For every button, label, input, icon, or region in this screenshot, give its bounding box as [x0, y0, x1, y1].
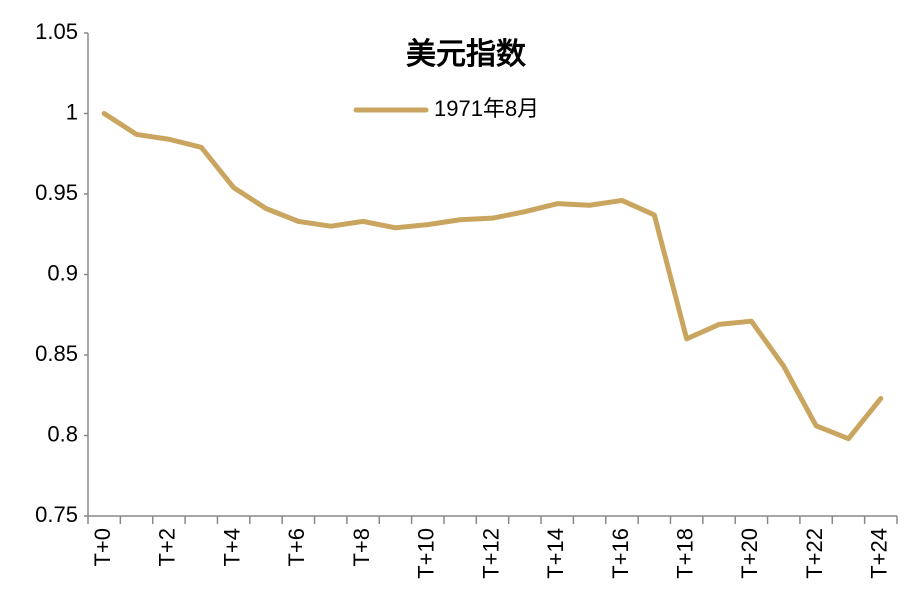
chart-title: 美元指数 [406, 37, 527, 71]
x-tick-label: T+10 [414, 528, 439, 579]
x-tick-label: T+16 [608, 528, 633, 579]
x-tick-label: T+4 [219, 528, 244, 567]
legend-label: 1971年8月 [434, 96, 539, 121]
x-tick-label: T+20 [737, 528, 762, 579]
x-tick-label: T+24 [867, 528, 892, 579]
y-tick-label: 0.8 [47, 421, 78, 446]
x-tick-label: T+12 [478, 528, 503, 579]
x-tick-label: T+14 [543, 528, 568, 579]
x-tick-label: T+2 [155, 528, 180, 567]
y-tick-label: 0.75 [35, 502, 78, 527]
x-tick-label: T+0 [90, 528, 115, 567]
line [101, 111, 884, 442]
x-tick-label: T+18 [672, 528, 697, 579]
y-tick-label: 1.05 [35, 19, 78, 44]
y-tick-label: 0.95 [35, 180, 78, 205]
x-tick-label: T+6 [284, 528, 309, 567]
x-tick-label: T+22 [802, 528, 827, 579]
y-tick-label: 0.85 [35, 341, 78, 366]
x-tick-label: T+8 [349, 528, 374, 567]
y-tick-label: 0.9 [47, 260, 78, 285]
y-tick-label: 1 [66, 99, 78, 124]
